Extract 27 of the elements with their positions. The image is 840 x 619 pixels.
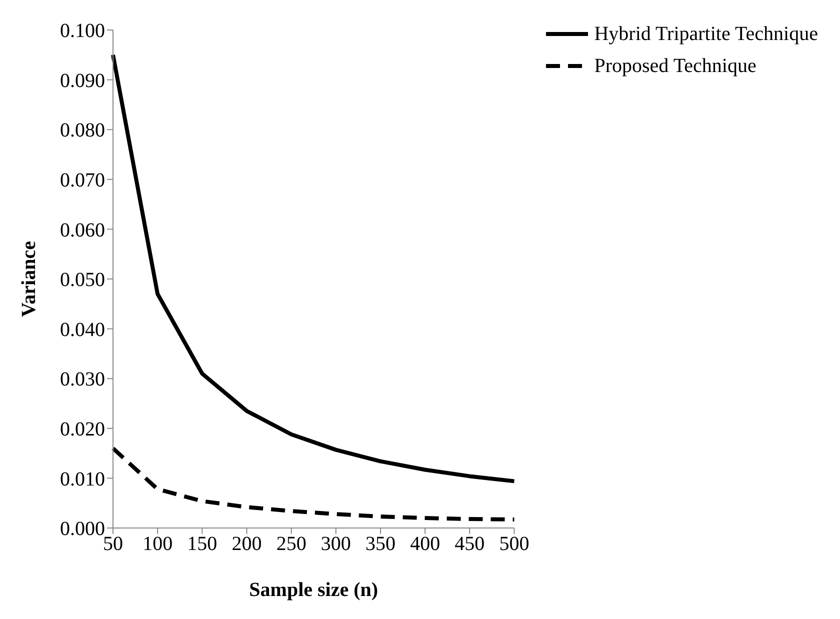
line-series xyxy=(111,446,516,522)
x-tick-label: 50 xyxy=(103,533,123,556)
y-tick-label: 0.030 xyxy=(60,368,105,391)
y-axis-title: Variance xyxy=(18,240,40,317)
x-tick-label: 500 xyxy=(499,533,530,556)
legend-label: Hybrid Tripartite Technique xyxy=(594,22,818,46)
y-tick-label: 0.000 xyxy=(60,518,105,540)
y-tick-label: 0.010 xyxy=(60,468,105,490)
y-tick-label: 0.090 xyxy=(60,70,105,92)
x-tick-label: 400 xyxy=(410,533,440,556)
y-tick-label: 0.020 xyxy=(60,418,105,440)
x-tick-label: 100 xyxy=(142,533,173,556)
x-tick-label: 450 xyxy=(454,533,485,556)
legend-label: Proposed Technique xyxy=(594,54,756,78)
y-tick-label: 0.050 xyxy=(60,269,105,292)
y-tick-label: 0.040 xyxy=(60,318,105,341)
x-tick-label: 300 xyxy=(320,533,351,556)
y-tick-label: 0.080 xyxy=(60,120,105,142)
x-tick-label: 150 xyxy=(187,533,218,556)
line-series xyxy=(111,52,516,484)
x-axis-title: Sample size (n) xyxy=(249,579,378,601)
y-tick-label: 0.100 xyxy=(60,20,105,42)
x-tick-label: 200 xyxy=(232,533,262,556)
x-tick-label: 250 xyxy=(276,533,306,556)
y-tick-label: 0.070 xyxy=(60,170,105,192)
x-tick-label: 350 xyxy=(365,533,396,556)
y-tick-label: 0.060 xyxy=(60,219,105,242)
